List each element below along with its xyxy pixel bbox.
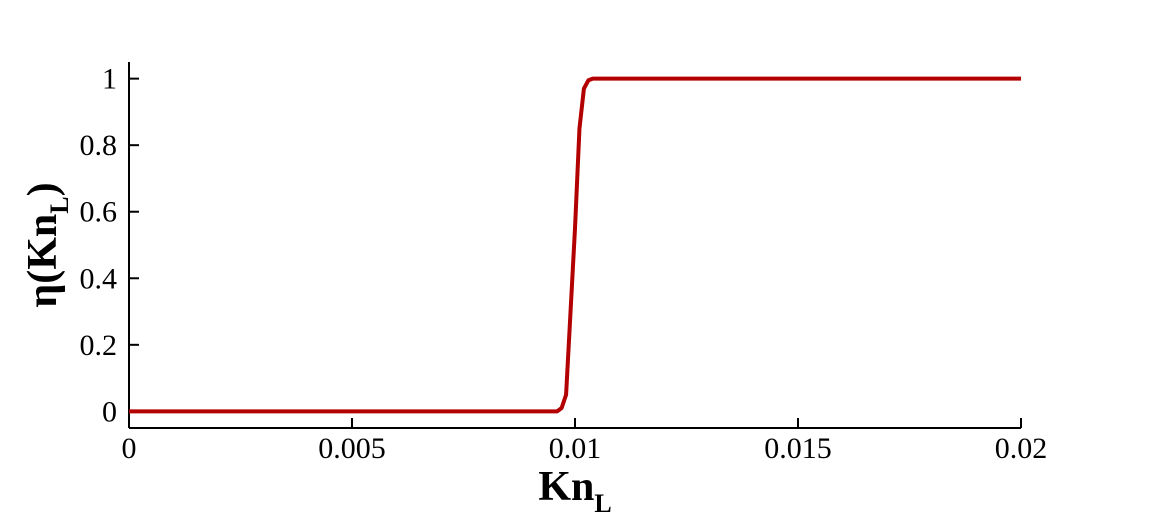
x-tick-label: 0.01 bbox=[549, 432, 602, 465]
x-tick-label: 0.02 bbox=[995, 432, 1048, 465]
line bbox=[129, 76, 1021, 414]
y-axis-label: η(KnL) bbox=[20, 182, 74, 307]
y-tick-label: 1 bbox=[102, 63, 117, 96]
x-tick-label: 0 bbox=[122, 432, 137, 465]
x-axis-label: KnL bbox=[538, 464, 611, 518]
y-label-text: η(Kn bbox=[20, 214, 66, 308]
y-tick-label: 0 bbox=[102, 395, 117, 428]
y-tick-label: 0.2 bbox=[80, 329, 118, 362]
x-tick-label: 0.005 bbox=[318, 432, 386, 465]
y-tick-label: 0.8 bbox=[80, 129, 118, 162]
x-label-text: Kn bbox=[538, 464, 594, 510]
y-label-subscript: L bbox=[45, 196, 74, 213]
y-tick-label: 0.6 bbox=[80, 196, 118, 229]
y-tick-label: 0.4 bbox=[80, 262, 118, 295]
y-label-end: ) bbox=[20, 182, 66, 196]
x-tick-label: 0.015 bbox=[764, 432, 832, 465]
x-label-subscript: L bbox=[594, 489, 611, 518]
